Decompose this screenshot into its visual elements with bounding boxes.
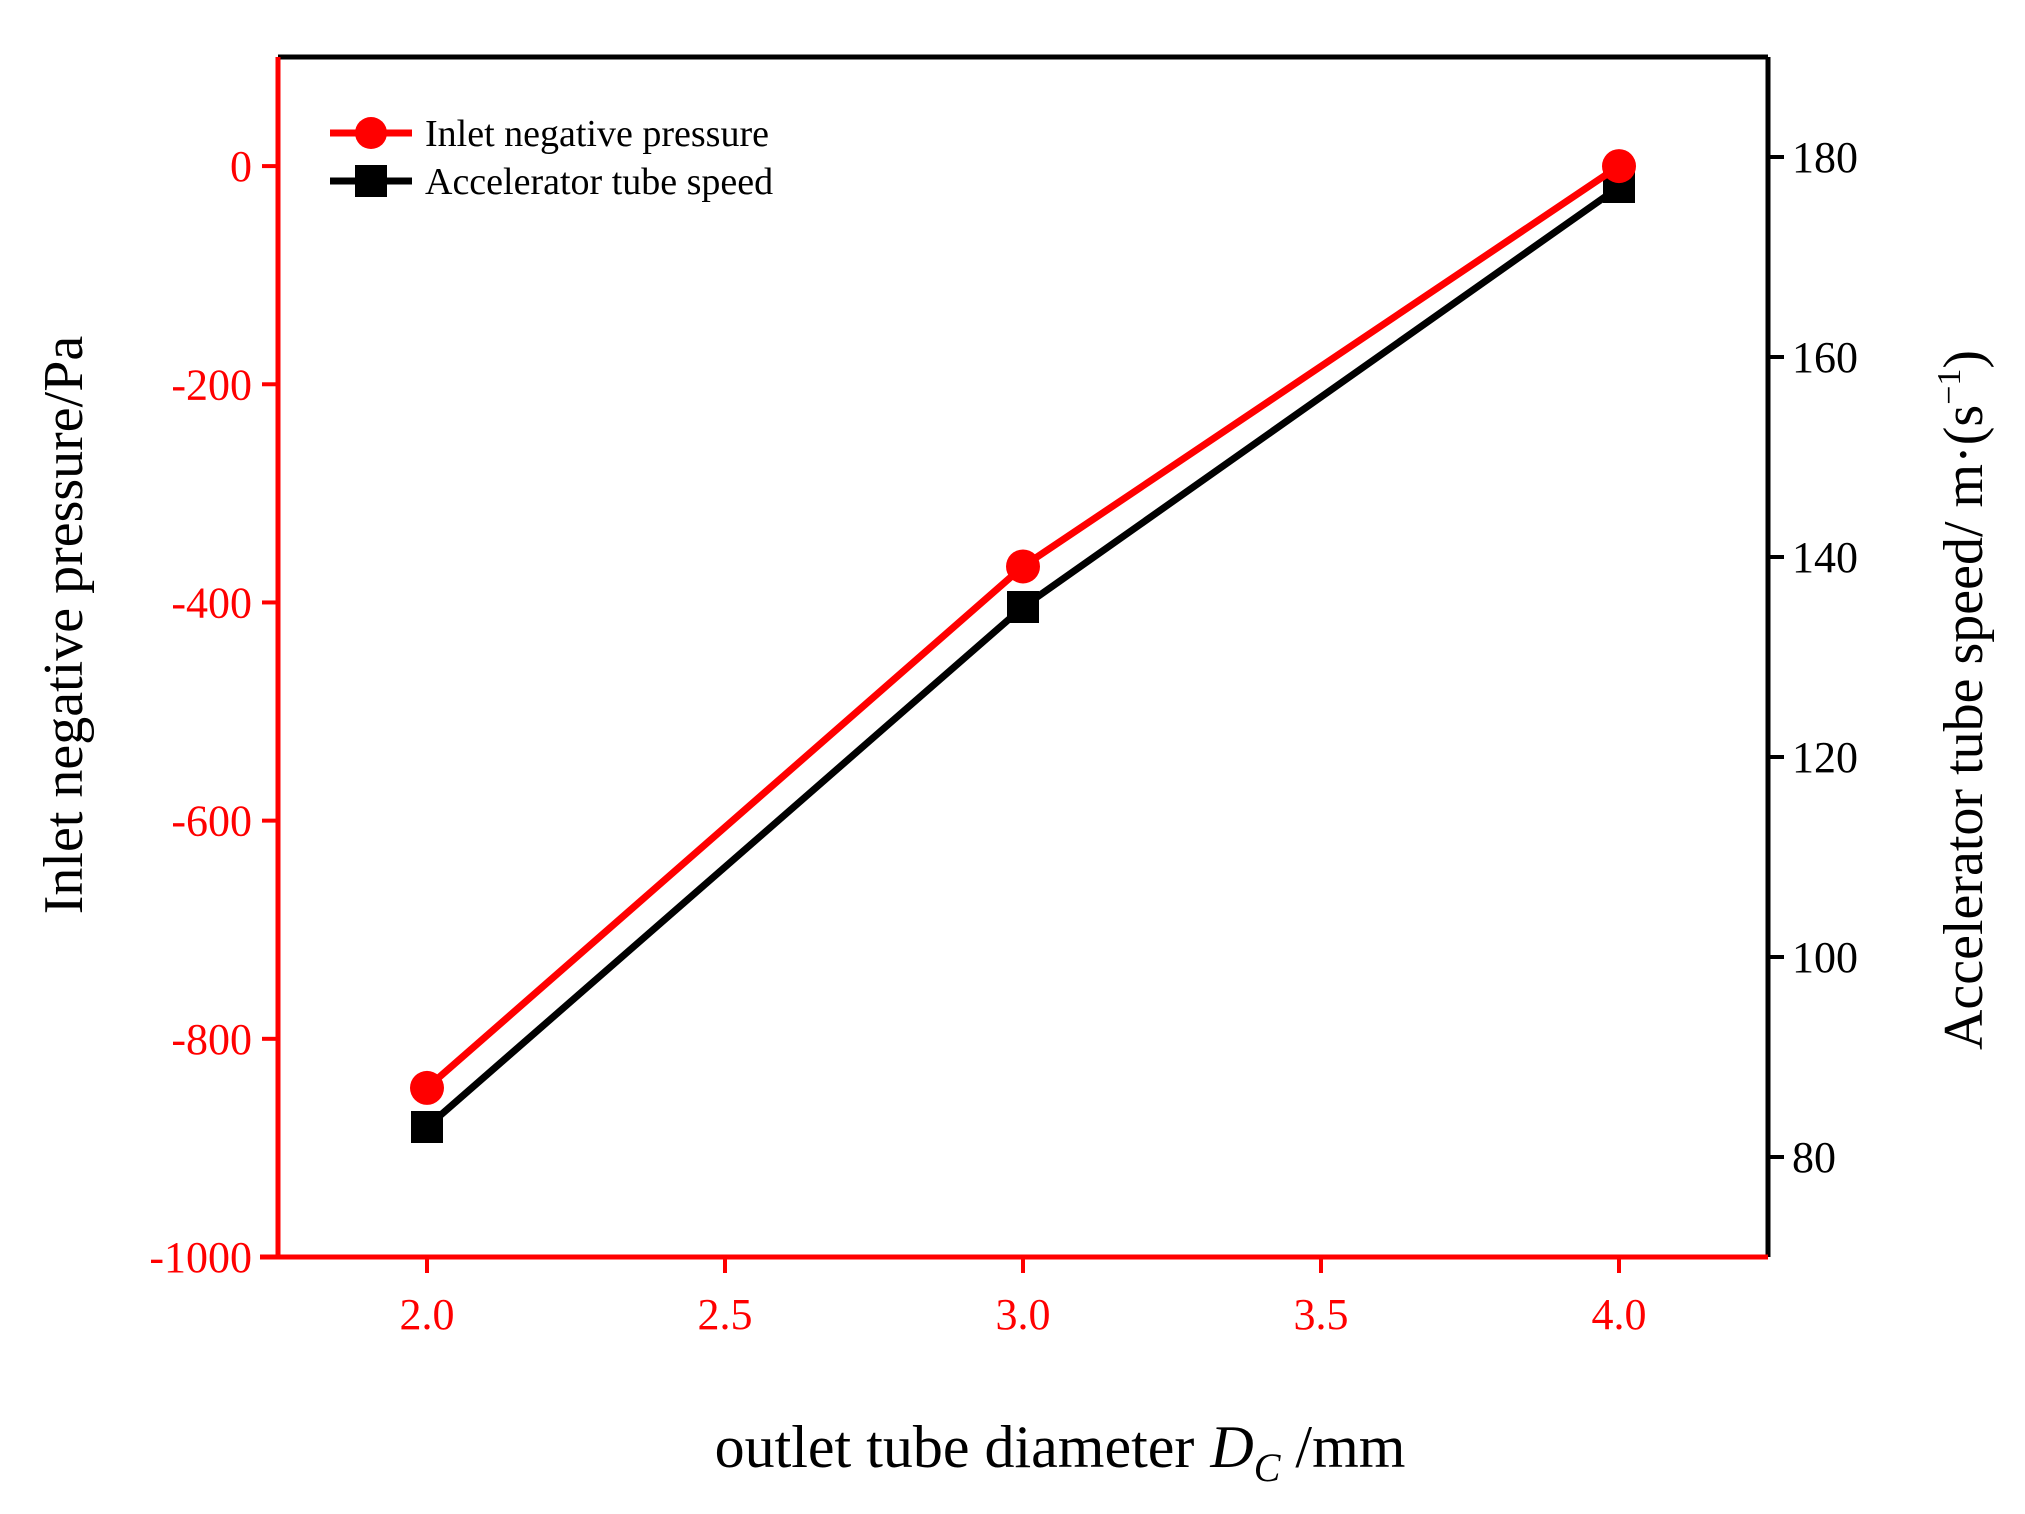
y-right-axis-title: Accelerator tube speed/ m·(s−1): [1931, 350, 1995, 1050]
legend-marker-accelerator-speed: [355, 165, 387, 197]
bottom-tick-label-3: 3.5: [1294, 1290, 1349, 1339]
left-tick-label-0: 0: [230, 142, 252, 191]
bottom-tick-label-1: 2.5: [698, 1290, 753, 1339]
bottom-tick-label-4: 4.0: [1592, 1290, 1647, 1339]
y-left-axis-title: Inlet negative pressure/Pa: [33, 336, 95, 915]
legend-marker-inlet-pressure: [355, 117, 387, 149]
right-tick-label-3: 140: [1792, 533, 1858, 582]
series-line-inlet-pressure: [424, 163, 1621, 1091]
series-line-accelerator-speed: [424, 184, 1622, 1130]
y-right-axis-title-close: ): [1933, 350, 1995, 369]
right-tick-label-2: 120: [1792, 733, 1858, 782]
right-tick-label-4: 160: [1792, 333, 1858, 382]
x-axis-title-subscript: C: [1254, 1445, 1282, 1490]
point-inlet-pressure-1: [1006, 549, 1040, 584]
x-axis-title-symbol: D: [1209, 1414, 1253, 1480]
left-tick-label-3: -600: [171, 797, 252, 846]
right-tick-label-0: 80: [1792, 1133, 1836, 1182]
point-accelerator-speed-0: [411, 1111, 443, 1143]
point-inlet-pressure-2: [1602, 149, 1636, 184]
legend: Inlet negative pressure Accelerator tube…: [330, 113, 773, 203]
left-tick-label-1: -200: [171, 360, 252, 409]
left-tick-label-2: -400: [171, 578, 252, 627]
right-tick-label-5: 180: [1792, 133, 1858, 182]
x-axis-title-main: outlet tube diameter: [715, 1414, 1195, 1480]
bottom-tick-label-2: 3.0: [996, 1290, 1051, 1339]
left-tick-label-4: -800: [171, 1015, 252, 1064]
bottom-axis-ticks: 2.0 2.5 3.0 3.5 4.0: [400, 1257, 1647, 1339]
left-axis-ticks: 0 -200 -400 -600 -800 -1000: [149, 142, 278, 1282]
point-accelerator-speed-1: [1007, 591, 1039, 623]
legend-label-inlet-pressure: Inlet negative pressure: [425, 113, 769, 155]
y-right-axis-title-sup: −1: [1931, 369, 1968, 405]
bottom-tick-label-0: 2.0: [400, 1290, 455, 1339]
right-tick-label-1: 100: [1792, 933, 1858, 982]
x-axis-title-unit: /mm: [1280, 1414, 1405, 1480]
point-inlet-pressure-0: [410, 1070, 444, 1105]
left-tick-label-5: -1000: [149, 1233, 252, 1282]
series-layer: [410, 149, 1636, 1143]
legend-label-accelerator-speed: Accelerator tube speed: [425, 161, 773, 203]
right-axis-ticks: 80 100 120 140 160 180: [1768, 133, 1858, 1182]
y-right-axis-title-main: Accelerator tube speed/ m·(s: [1933, 405, 1995, 1050]
x-axis-title: outlet tube diameter DC /mm: [715, 1414, 1406, 1490]
